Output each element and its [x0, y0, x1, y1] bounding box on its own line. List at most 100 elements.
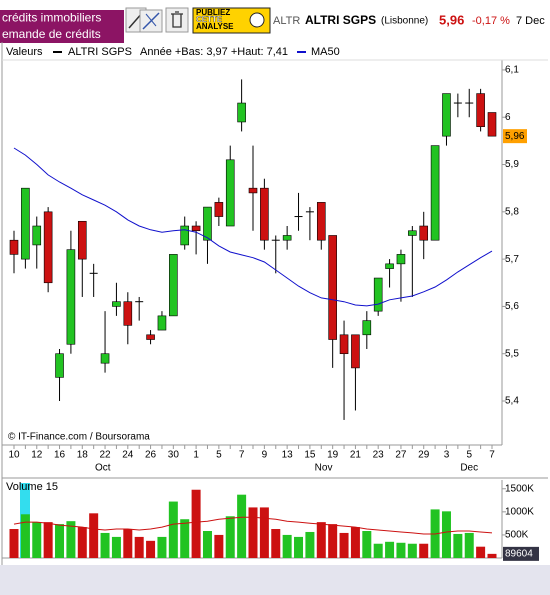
volume-bar — [43, 522, 53, 558]
candle-body — [408, 230, 417, 236]
tool-icons[interactable] — [125, 7, 189, 33]
volume-bar — [237, 494, 247, 558]
x-tick-label: 5 — [216, 450, 222, 461]
candle-body — [476, 93, 485, 127]
ad-text[interactable]: emande de crédits — [2, 27, 101, 41]
candle-body — [191, 225, 201, 232]
annotation: © IT-Finance.com / Boursorama — [8, 432, 150, 443]
volume-bar — [487, 553, 497, 558]
volume-bar — [350, 527, 360, 558]
stock-code: ALTR — [273, 15, 300, 27]
volume-bar — [134, 536, 144, 558]
candle-body — [316, 202, 326, 241]
candle-body — [112, 301, 121, 307]
x-tick-label: 12 — [31, 450, 43, 461]
x-tick-label: 1 — [193, 450, 199, 461]
month-label: Oct — [95, 463, 111, 474]
publish-text[interactable]: CETTE — [196, 15, 223, 24]
candle-body — [260, 187, 269, 241]
x-tick-label: 19 — [327, 450, 339, 461]
volume-bar — [123, 529, 133, 558]
volume-bar — [111, 536, 121, 558]
publish-icon — [249, 12, 265, 28]
x-tick-label: 13 — [282, 450, 294, 461]
candle-body — [180, 225, 190, 246]
volume-bar — [32, 522, 42, 558]
candle-body — [100, 353, 110, 364]
volume-bar — [396, 542, 406, 558]
candle-body — [282, 235, 292, 241]
publish-text[interactable]: PUBLIEZ — [196, 8, 230, 17]
candle-body — [169, 254, 178, 317]
candle-body — [430, 145, 440, 241]
candle-body — [396, 254, 406, 265]
publish-text[interactable]: ANALYSE — [196, 22, 234, 31]
ad-text[interactable]: crédits immobiliers — [2, 11, 101, 25]
y-tick-label: 5,9 — [505, 159, 519, 170]
last-value-label: 5,96 — [505, 131, 525, 142]
candle-body — [77, 220, 87, 260]
x-tick-label: 24 — [122, 450, 134, 461]
month-label: Dec — [460, 463, 478, 474]
volume-bar — [385, 541, 395, 558]
volume-ma-line — [13, 516, 493, 535]
volume-bar — [55, 524, 65, 558]
tool-icon — [145, 13, 157, 27]
y-tick-label: 5,6 — [505, 301, 519, 312]
volume-bar — [271, 529, 281, 558]
volume-bar — [328, 524, 338, 558]
candle-body — [66, 249, 76, 345]
volume-bar — [259, 507, 269, 558]
y-tick-label: 5,8 — [505, 206, 519, 217]
volume-bar — [476, 546, 486, 558]
volume-bar — [157, 536, 167, 558]
x-tick-label: 7 — [239, 450, 245, 461]
volume-bar — [100, 532, 110, 558]
trash-icon — [171, 11, 183, 28]
volume-bar — [77, 527, 87, 558]
candle-body — [9, 239, 19, 255]
x-tick-label: 18 — [77, 450, 89, 461]
y-tick-label: 1500K — [505, 483, 534, 494]
volume-bar — [373, 543, 383, 558]
x-tick-label: 26 — [145, 450, 157, 461]
candle-body — [328, 235, 337, 340]
volume-bar — [214, 534, 224, 558]
candle-body — [214, 202, 224, 217]
x-tick-label: 5 — [466, 450, 472, 461]
volume-bar — [225, 516, 235, 558]
volume-bar — [316, 522, 326, 558]
x-tick-label: 15 — [304, 450, 316, 461]
stock-name: ALTRI SGPS — [305, 13, 376, 27]
legend-label: ALTRI SGPS — [68, 46, 132, 58]
y-tick-label: 500K — [505, 530, 529, 541]
y-tick-label: 5,5 — [505, 348, 519, 359]
candle-body — [237, 102, 246, 123]
y-tick-label: 6,1 — [505, 65, 519, 76]
volume-bar — [248, 507, 258, 558]
volume-bar — [168, 501, 178, 558]
candle-body — [362, 320, 372, 336]
volume-bar — [9, 529, 19, 558]
x-tick-label: 22 — [99, 450, 111, 461]
candle-body — [123, 301, 133, 326]
chart-subtitle: Année +Bas: 3,97 +Haut: 7,41 — [140, 46, 288, 58]
ad-button[interactable] — [0, 10, 124, 27]
ad-button[interactable] — [0, 27, 124, 43]
x-tick-label: 21 — [350, 450, 362, 461]
ma-line — [13, 147, 493, 307]
volume-bar — [419, 543, 429, 558]
candle-body — [32, 225, 42, 246]
volume-bar — [339, 532, 349, 558]
last-value-box — [503, 129, 527, 144]
candle-body — [487, 112, 497, 137]
publish-button[interactable]: PUBLIEZ CETTE ANALYSE — [192, 7, 271, 34]
candle-body — [225, 159, 235, 227]
candle-body — [385, 263, 394, 269]
volume-bar — [294, 536, 304, 558]
volume-bar — [66, 521, 76, 558]
x-tick-label: 30 — [168, 450, 180, 461]
legend-title: Valeurs — [6, 46, 43, 58]
candle-body — [43, 211, 53, 284]
